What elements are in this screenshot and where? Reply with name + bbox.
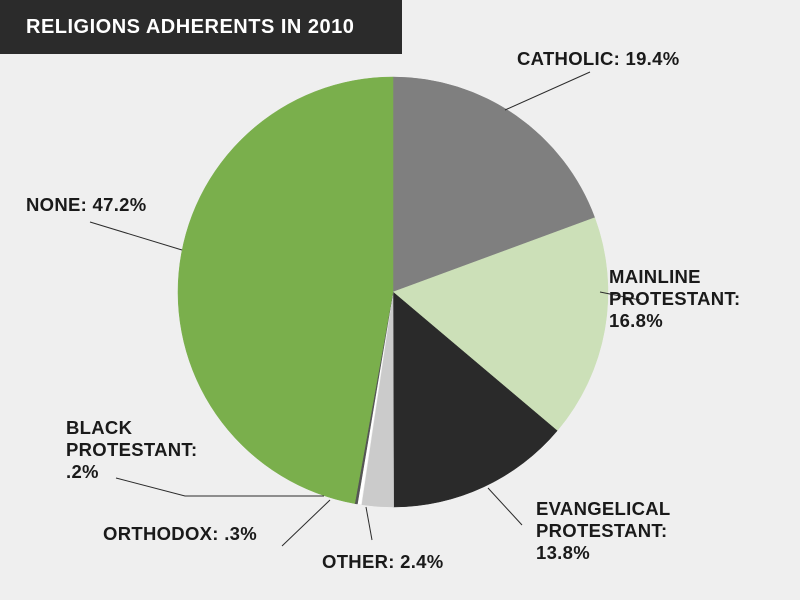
leader-line-other <box>365 506 373 541</box>
slice-label-line: OTHER: 2.4% <box>322 551 444 572</box>
title-bar: RELIGIONS ADHERENTS IN 2010 <box>0 0 402 54</box>
slice-label-line: PROTESTANT: <box>66 439 197 460</box>
slice-label-orthodox: ORTHODOX: .3% <box>103 523 257 544</box>
leader-line-none <box>89 221 183 251</box>
leader-line-black <box>115 477 324 497</box>
pie-slice-evangelical <box>392 291 558 508</box>
slice-label-line: 13.8% <box>536 542 590 563</box>
slice-label-line: PROTESTANT: <box>609 288 740 309</box>
slice-label-line: EVANGELICAL <box>536 498 671 519</box>
slice-label-black: BLACK PROTESTANT: .2% <box>66 417 197 482</box>
pie-slice-mainline <box>392 217 609 432</box>
slice-label-line: 16.8% <box>609 310 663 331</box>
leader-line-catholic <box>504 71 591 111</box>
slice-label-line: NONE: 47.2% <box>26 194 147 215</box>
slice-label-line: ORTHODOX: .3% <box>103 523 257 544</box>
slice-label-none: NONE: 47.2% <box>26 194 147 215</box>
slice-label-catholic: CATHOLIC: 19.4% <box>517 48 679 69</box>
slice-label-line: BLACK <box>66 417 133 438</box>
slice-label-line: MAINLINE <box>609 266 701 287</box>
slice-label-other: OTHER: 2.4% <box>322 551 444 572</box>
pie-slice-catholic <box>392 76 596 293</box>
slice-label-line: CATHOLIC: 19.4% <box>517 48 679 69</box>
slice-label-evangelical: EVANGELICAL PROTESTANT: 13.8% <box>536 498 671 563</box>
slice-label-mainline: MAINLINE PROTESTANT: 16.8% <box>609 266 740 331</box>
pie-slice-none <box>177 76 394 504</box>
slice-label-line: PROTESTANT: <box>536 520 667 541</box>
chart-title: RELIGIONS ADHERENTS IN 2010 <box>26 15 355 38</box>
leader-line-mainline <box>599 291 641 301</box>
leader-line-orthodox <box>281 499 331 547</box>
leader-line-evangelical <box>487 487 523 526</box>
slice-label-line: .2% <box>66 461 99 482</box>
